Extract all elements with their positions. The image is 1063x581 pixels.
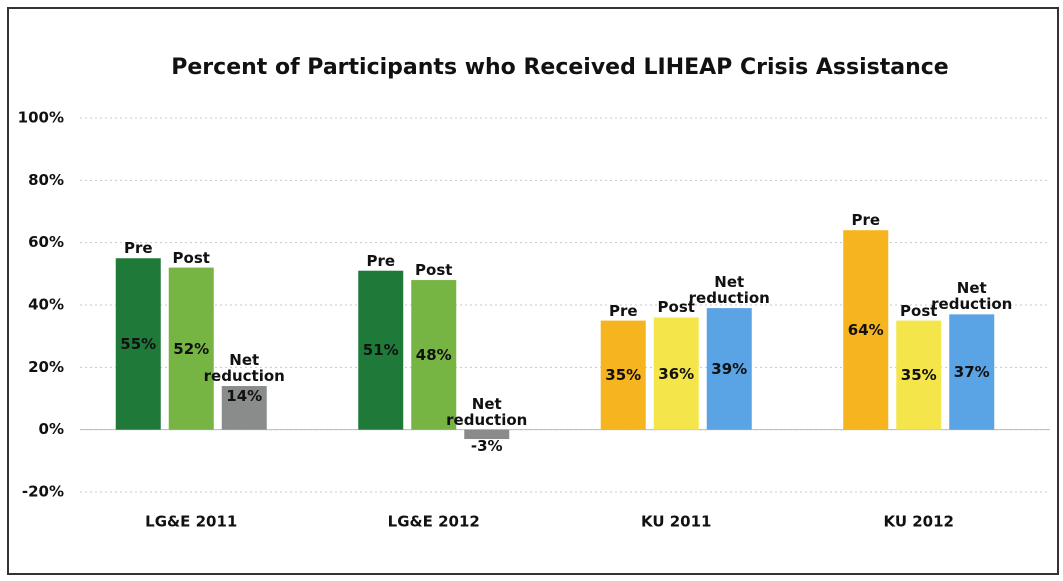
value-label: 37% bbox=[953, 363, 990, 381]
bar bbox=[896, 320, 942, 430]
y-tick-label: 80% bbox=[28, 171, 64, 189]
bar-name: Pre bbox=[851, 211, 881, 230]
value-label: 35% bbox=[900, 366, 937, 385]
y-tick-label: 100% bbox=[18, 109, 64, 127]
bar bbox=[464, 429, 510, 440]
bar-name: Pre bbox=[366, 251, 396, 270]
value-label: 52% bbox=[173, 339, 210, 358]
value-label: 55% bbox=[120, 334, 157, 353]
bar-name: Net reduction bbox=[446, 394, 528, 429]
y-tick-label: 40% bbox=[28, 296, 64, 314]
x-tick-label: LG&E 2012 bbox=[388, 513, 480, 531]
bar-name: Post bbox=[657, 298, 695, 317]
bar bbox=[706, 308, 752, 430]
bar-name: Post bbox=[900, 301, 938, 320]
y-tick-label: 0% bbox=[39, 420, 64, 438]
bar bbox=[600, 320, 646, 430]
bar bbox=[358, 270, 404, 430]
bar bbox=[411, 280, 457, 430]
value-label: 64% bbox=[847, 320, 884, 339]
bar bbox=[168, 267, 214, 430]
x-tick-label: LG&E 2011 bbox=[145, 513, 237, 531]
bar bbox=[843, 230, 889, 430]
value-label: -3% bbox=[470, 436, 503, 455]
bar bbox=[949, 314, 995, 430]
y-tick-label: 60% bbox=[28, 233, 64, 251]
bar-name: Net reduction bbox=[203, 351, 285, 386]
y-tick-label: 20% bbox=[28, 358, 64, 376]
bar bbox=[115, 258, 161, 430]
bar bbox=[653, 317, 699, 430]
value-label: 39% bbox=[711, 359, 748, 378]
value-label: 48% bbox=[415, 345, 452, 364]
bar-name: Net reduction bbox=[688, 273, 770, 308]
chart-border bbox=[7, 7, 1059, 575]
value-label: 36% bbox=[658, 364, 695, 383]
bar-name: Pre bbox=[123, 239, 153, 258]
bar-name: Post bbox=[172, 248, 210, 267]
bar-name: Post bbox=[415, 261, 453, 280]
chart-title: Percent of Participants who Received LIH… bbox=[171, 55, 948, 80]
bar bbox=[221, 386, 267, 430]
x-tick-label: KU 2011 bbox=[641, 513, 712, 531]
bar-name: Pre bbox=[608, 301, 638, 320]
bar-name: Net reduction bbox=[931, 279, 1013, 314]
x-tick-label: KU 2012 bbox=[883, 513, 954, 531]
value-label: 51% bbox=[362, 341, 399, 360]
value-label: 14% bbox=[226, 387, 263, 406]
y-tick-label: -20% bbox=[22, 483, 64, 501]
value-label: 35% bbox=[605, 366, 642, 385]
